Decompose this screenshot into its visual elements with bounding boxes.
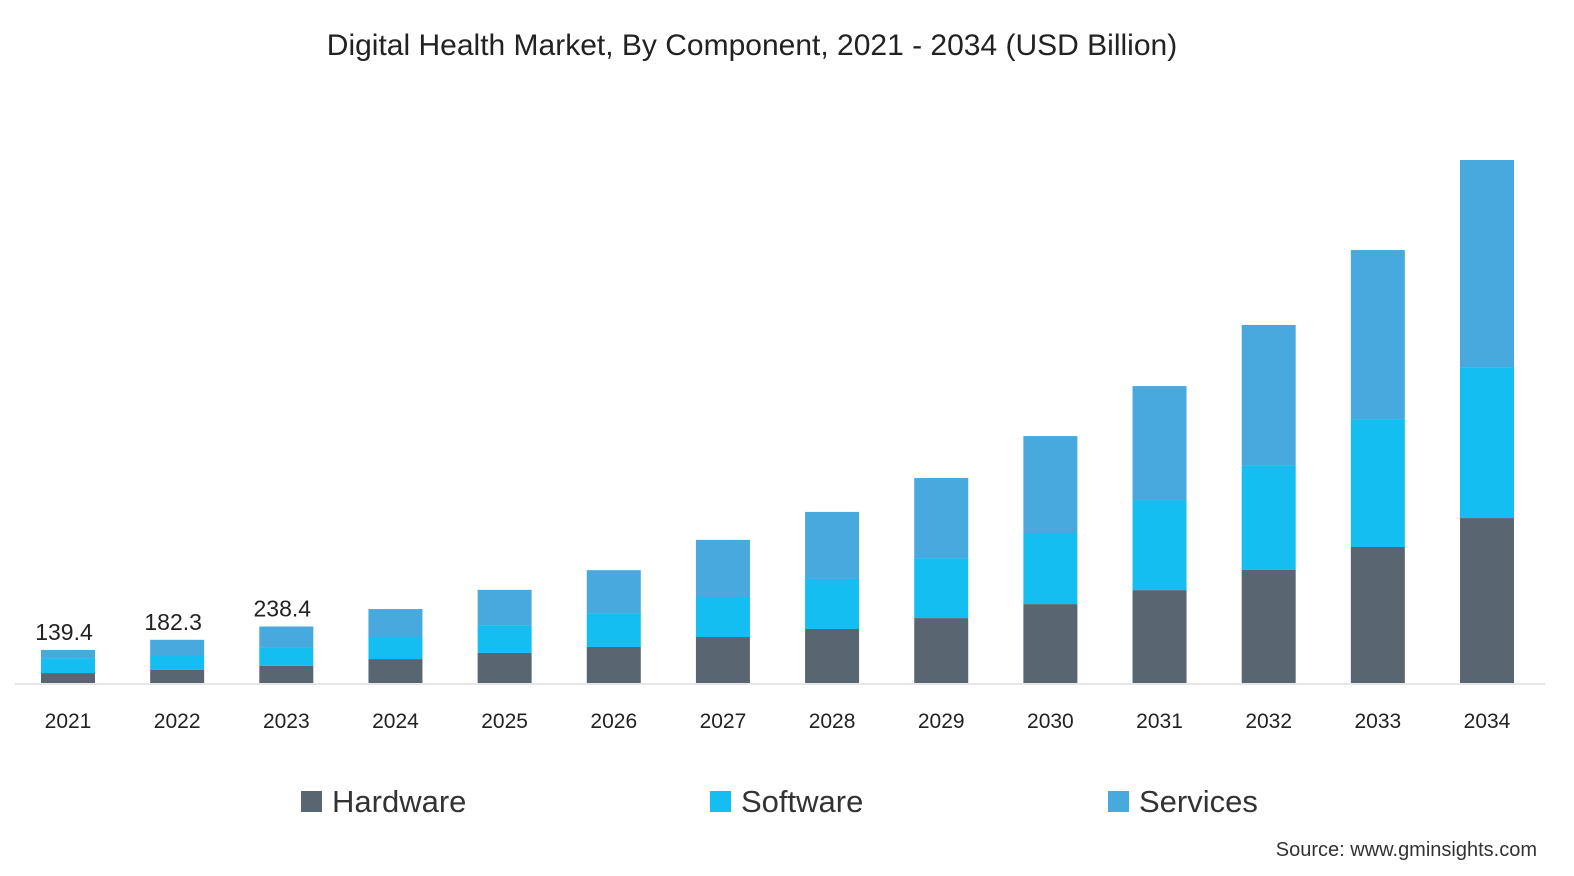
- bar-software-2034: [1460, 367, 1514, 519]
- bar-services-2029: [914, 478, 969, 559]
- bar-hardware-2024: [368, 659, 423, 683]
- bar-services-2033: [1350, 250, 1405, 420]
- bar-hardware-2028: [805, 628, 860, 683]
- x-tick-label: 2031: [1136, 710, 1183, 733]
- bar-services-2030: [1023, 436, 1078, 533]
- bar-hardware-2033: [1350, 546, 1405, 683]
- bar-hardware-2029: [914, 618, 969, 683]
- bar-software-2024: [368, 637, 423, 660]
- data-label: 182.3: [144, 609, 202, 635]
- bar-services-2031: [1132, 386, 1187, 501]
- x-tick-label: 2022: [154, 710, 201, 733]
- x-tick-label: 2028: [809, 710, 856, 733]
- bar-software-2031: [1132, 500, 1187, 591]
- bar-hardware-2023: [259, 665, 314, 683]
- x-tick-label: 2033: [1354, 710, 1401, 733]
- data-label: 238.4: [254, 596, 312, 622]
- bar-hardware-2022: [150, 669, 205, 683]
- x-tick-label: 2030: [1027, 710, 1074, 733]
- bar-software-2032: [1241, 465, 1296, 570]
- bar-services-2032: [1241, 324, 1296, 466]
- bar-services-2021: [41, 649, 95, 659]
- bar-hardware-2021: [41, 673, 95, 683]
- bar-services-2025: [477, 589, 532, 626]
- chart-title: Digital Health Market, By Component, 202…: [327, 29, 1177, 62]
- bar-hardware-2031: [1132, 590, 1187, 683]
- x-tick-label: 2029: [918, 710, 965, 733]
- legend-swatch-services: [1108, 791, 1129, 812]
- legend-swatch-hardware: [301, 791, 322, 812]
- bars-group: [41, 160, 1514, 683]
- x-tick-label: 2032: [1245, 710, 1292, 733]
- x-tick-label: 2021: [45, 710, 92, 733]
- bar-software-2026: [586, 613, 641, 647]
- x-tick-labels: 2021 2022 2023 2024 2025 2026 2027 2028 2029 2030…: [45, 710, 1511, 733]
- legend-label-hardware: Hardware: [332, 784, 466, 819]
- legend-label-software: Software: [741, 784, 863, 819]
- bar-hardware-2026: [586, 646, 641, 683]
- bar-software-2021: [41, 658, 95, 674]
- bar-software-2023: [259, 647, 314, 666]
- legend: Hardware Software Services: [301, 784, 1258, 819]
- bar-services-2023: [259, 626, 314, 648]
- bar-services-2034: [1460, 160, 1514, 368]
- x-tick-label: 2025: [481, 710, 528, 733]
- bar-services-2027: [695, 539, 750, 597]
- x-tick-label: 2024: [372, 710, 419, 733]
- source-note: Source: www.gminsights.com: [1276, 839, 1537, 861]
- x-tick-label: 2027: [700, 710, 747, 733]
- bar-software-2030: [1023, 532, 1078, 605]
- x-tick-label: 2034: [1464, 710, 1511, 733]
- bar-hardware-2034: [1460, 518, 1514, 683]
- bar-software-2029: [914, 558, 969, 619]
- x-tick-label: 2023: [263, 710, 310, 733]
- bar-hardware-2027: [695, 637, 750, 683]
- bar-services-2026: [586, 570, 641, 614]
- data-label: 139.4: [35, 619, 93, 645]
- bar-software-2025: [477, 625, 532, 653]
- bar-services-2028: [805, 511, 860, 579]
- bar-hardware-2030: [1023, 604, 1078, 683]
- data-labels: 139.4 182.3 238.4: [35, 596, 311, 645]
- bar-software-2027: [695, 596, 750, 638]
- x-tick-label: 2026: [590, 710, 637, 733]
- bar-hardware-2032: [1241, 569, 1296, 683]
- bar-hardware-2025: [477, 652, 532, 683]
- bar-software-2033: [1350, 419, 1405, 547]
- bar-services-2024: [368, 609, 423, 638]
- legend-swatch-software: [710, 791, 731, 812]
- bar-services-2022: [150, 639, 205, 656]
- bar-software-2028: [805, 578, 860, 629]
- legend-label-services: Services: [1139, 784, 1258, 819]
- bar-software-2022: [150, 655, 205, 670]
